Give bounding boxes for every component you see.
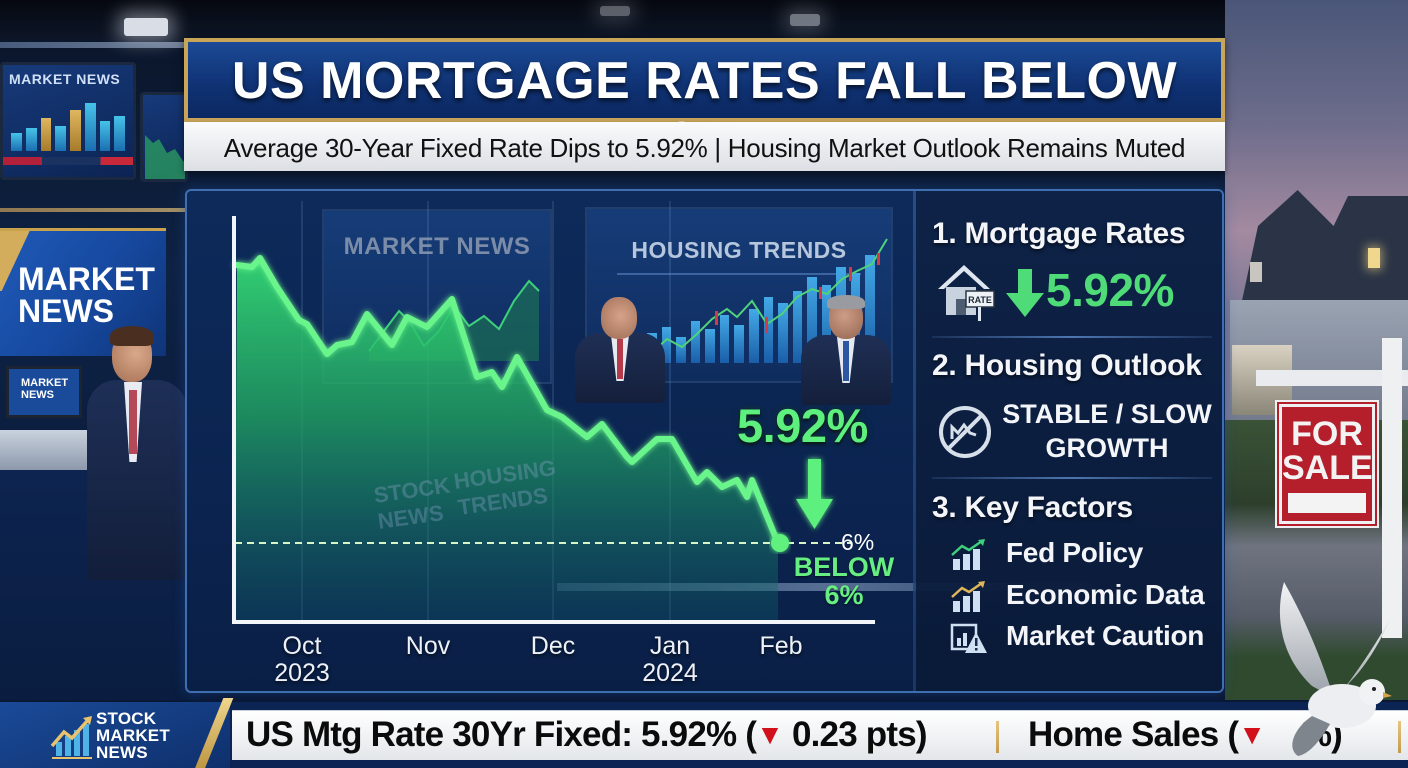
housing-outlook-row: STABLE / SLOW GROWTH xyxy=(934,397,1219,467)
main-chart-panel: MARKET NEWS HOUSING TRENDS xyxy=(185,189,1224,693)
growth-chart-gold-icon xyxy=(951,581,985,612)
down-triangle-icon: ▼ xyxy=(756,719,784,750)
growth-chart-green-icon xyxy=(951,539,985,570)
key-factor-economic-data: Economic Data xyxy=(950,579,1220,615)
section-separator xyxy=(932,477,1212,479)
background-screen-title: MARKET NEWS xyxy=(18,261,155,329)
panel-divider xyxy=(913,191,916,691)
x-tick-dec: Dec xyxy=(530,632,576,660)
key-factor-fed-policy: Fed Policy xyxy=(950,537,1220,573)
headline-title-bar: US MORTGAGE RATES FALL BELOW 6% xyxy=(184,38,1225,170)
down-arrow-icon xyxy=(796,459,833,529)
mortgage-rate-value: 5.92% xyxy=(1046,264,1174,316)
news-anchor-figure xyxy=(82,326,192,610)
for-sale-sign: FOR SALE xyxy=(1275,400,1379,528)
no-chart-icon xyxy=(939,406,991,458)
mortgage-rate-row: RATE 5.92% xyxy=(934,259,1214,325)
section-key-factors-heading: 3. Key Factors xyxy=(932,491,1133,524)
background-monitor-market-news: MARKET NEWS xyxy=(0,62,136,180)
info-panel: 1. Mortgage Rates RATE 5.92% 2. Housing … xyxy=(932,191,1222,691)
panel-presenter-left-figure xyxy=(575,297,665,403)
x-tick-feb: Feb xyxy=(759,632,803,660)
below-six-percent-label: BELOW 6% xyxy=(793,552,895,610)
white-dove-image xyxy=(1279,582,1394,756)
mortgage-rate-chart: STOCK NEWS HOUSING TRENDS xyxy=(232,201,875,624)
key-factor-market-caution: Market Caution xyxy=(950,620,1220,656)
ticker-brand-name: STOCK MARKET NEWS xyxy=(96,709,170,762)
ticker-brand-logo: STOCK MARKET NEWS xyxy=(0,698,234,768)
house-window xyxy=(1250,262,1262,282)
ticker-separator xyxy=(996,721,999,753)
svg-text:RATE: RATE xyxy=(968,295,992,305)
section-mortgage-rates-heading: 1. Mortgage Rates xyxy=(932,217,1186,250)
chart-area-fill xyxy=(235,258,778,622)
section-housing-outlook-heading: 2. Housing Outlook xyxy=(932,349,1202,382)
panel-studio-desk xyxy=(557,583,1092,591)
ceiling-light xyxy=(600,6,630,16)
ceiling-light xyxy=(790,14,820,26)
news-ticker: STOCK MARKET NEWS US Mtg Rate 30Yr Fixed… xyxy=(0,698,1408,768)
headline-banner: US MORTGAGE RATES FALL BELOW 6% Average … xyxy=(184,38,1225,171)
ticker-item-mortgage-rate: US Mtg Rate 30Yr Fixed: 5.92% (▼ 0.23 pt… xyxy=(246,715,928,754)
monitor-line-chart-icon xyxy=(145,135,185,179)
section-separator xyxy=(932,336,1212,338)
studio-ceiling xyxy=(0,0,1408,40)
sign-post-arm xyxy=(1256,370,1408,386)
sign-post xyxy=(1382,338,1402,638)
latest-rate-callout: 5.92% xyxy=(737,399,868,452)
studio-light-band xyxy=(0,42,200,48)
background-screen-market-news: MARKET NEWS xyxy=(0,228,166,356)
latest-rate-point xyxy=(771,534,789,552)
monitor-title: MARKET NEWS xyxy=(9,71,121,87)
house-rate-icon: RATE xyxy=(938,265,995,321)
ceiling-light xyxy=(124,18,168,36)
down-arrow-icon xyxy=(1006,269,1044,317)
background-monitor-housing xyxy=(140,92,188,182)
background-small-monitor: MARKET NEWS xyxy=(6,366,82,418)
reference-line-label: 6% xyxy=(841,529,875,555)
house-window xyxy=(1368,248,1380,268)
chart-rate-line xyxy=(234,255,781,546)
down-triangle-icon: ▼ xyxy=(1238,719,1266,750)
housing-trends-candles-icon xyxy=(646,238,888,358)
headline-subtitle-bar: Average 30-Year Fixed Rate Dips to 5.92%… xyxy=(184,122,1225,171)
monitor-bar-chart xyxy=(11,91,125,151)
x-tick-jan-2024: Jan 2024 xyxy=(642,632,698,687)
stock-market-logo-icon xyxy=(50,716,92,759)
ticker-separator xyxy=(1398,721,1401,753)
x-tick-nov: Nov xyxy=(405,632,451,660)
panel-presenter-right-figure xyxy=(801,295,891,405)
headline-subtitle: Average 30-Year Fixed Rate Dips to 5.92%… xyxy=(223,133,1186,163)
x-tick-oct-2023: Oct 2023 xyxy=(274,632,330,687)
housing-outlook-value: STABLE / SLOW GROWTH xyxy=(1002,399,1212,463)
chart-warning-icon xyxy=(950,623,987,653)
ticker-strip: US Mtg Rate 30Yr Fixed: 5.92% (▼ 0.23 pt… xyxy=(232,710,1408,760)
